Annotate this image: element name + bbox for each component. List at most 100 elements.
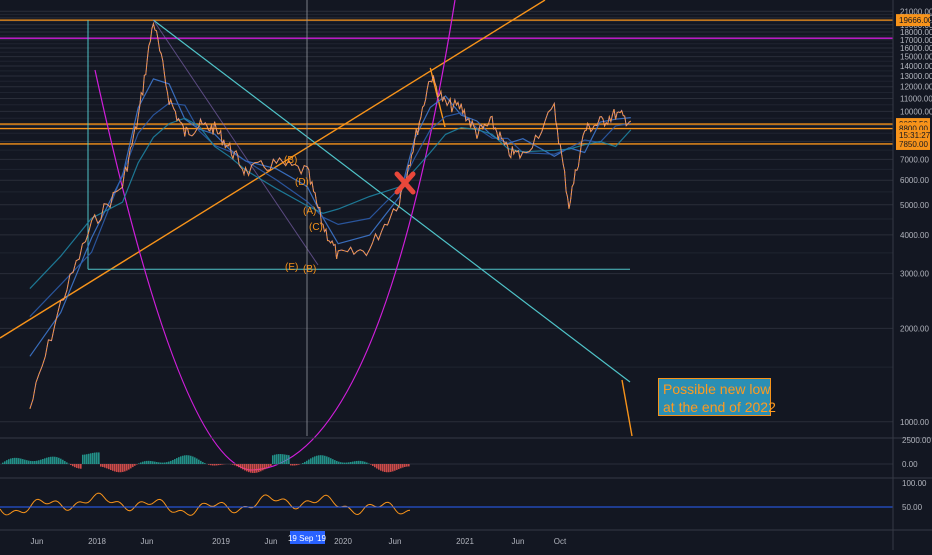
- histogram-bar: [16, 458, 18, 464]
- histogram-bar: [160, 463, 162, 464]
- histogram-bar: [348, 462, 350, 464]
- wave-label: (B): [284, 155, 297, 166]
- histogram-bar: [382, 464, 384, 471]
- oscillator-tick-label: 100.00: [902, 479, 927, 488]
- histogram-bar: [202, 462, 204, 464]
- histogram-bar: [182, 456, 184, 464]
- histogram-bar: [312, 457, 314, 464]
- wave-label: (A): [303, 206, 316, 217]
- histogram-bar: [252, 464, 254, 473]
- histogram-bar: [102, 464, 104, 467]
- histogram-bar: [52, 457, 54, 464]
- histogram-bar: [166, 462, 168, 464]
- histogram-bar: [126, 464, 128, 471]
- histogram-bar: [78, 464, 80, 468]
- histogram-bar: [270, 464, 272, 466]
- histogram-bar: [196, 458, 198, 464]
- histogram-bar: [350, 462, 352, 464]
- countdown-label: 15:31:27: [899, 131, 931, 140]
- histogram-bar: [42, 459, 44, 464]
- histogram-bar: [250, 464, 252, 473]
- histogram-bar: [326, 456, 328, 464]
- histogram-bar: [142, 462, 144, 464]
- histogram-bar: [338, 462, 340, 464]
- histogram-bar: [72, 464, 74, 466]
- histogram-tick-label: 0.00: [902, 460, 918, 469]
- histogram-bar: [204, 463, 206, 464]
- histogram-bar: [322, 455, 324, 464]
- histogram-bar: [106, 464, 108, 468]
- histogram-bar: [258, 464, 260, 472]
- histogram-bar: [100, 464, 102, 467]
- histogram-bar: [144, 461, 146, 464]
- histogram-bar: [36, 461, 38, 464]
- time-tick-label: 2018: [88, 537, 106, 546]
- histogram-bar: [316, 456, 318, 464]
- histogram-bar: [398, 464, 400, 469]
- annotation-line-2: at the end of 2022: [663, 398, 766, 416]
- histogram-bar: [334, 460, 336, 464]
- price-tick-label: 11000.00: [900, 94, 932, 103]
- histogram-bar: [70, 464, 72, 465]
- histogram-bar: [220, 464, 222, 465]
- price-tick-label: 17000.00: [900, 36, 932, 45]
- histogram-bar: [282, 454, 284, 464]
- wave-labels: (B)(D)(A)(C)(E)(B): [284, 155, 323, 275]
- histogram-bar: [60, 459, 62, 464]
- histogram-bar: [184, 455, 186, 464]
- histogram-bar: [120, 464, 122, 472]
- annotation-note[interactable]: Possible new low at the end of 2022: [658, 378, 771, 416]
- histogram-bar: [18, 458, 20, 464]
- histogram-bar: [364, 462, 366, 464]
- histogram-bar: [218, 464, 220, 465]
- histogram-bar: [146, 461, 148, 464]
- histogram-bar: [240, 464, 242, 468]
- price-tick-label: 14000.00: [900, 62, 932, 71]
- histogram-bar: [88, 454, 90, 464]
- histogram-bar: [236, 464, 238, 466]
- histogram-bar: [22, 459, 24, 464]
- histogram-bar: [108, 464, 110, 469]
- price-tick-label: 7000.00: [900, 155, 929, 164]
- histogram-bar: [384, 464, 386, 472]
- histogram-bar: [280, 454, 282, 464]
- price-tick-label: 2000.00: [900, 324, 929, 333]
- time-tick-label: 2021: [456, 537, 474, 546]
- histogram-bar: [342, 462, 344, 464]
- histogram-bar: [44, 458, 46, 464]
- histogram-bar: [232, 464, 234, 465]
- histogram-bar: [86, 454, 88, 464]
- indicator-panels: [0, 438, 932, 530]
- histogram-bar: [66, 462, 68, 464]
- histogram-bar: [294, 464, 296, 465]
- histogram-bar: [286, 455, 288, 464]
- wave-label: (D): [295, 177, 309, 188]
- histogram-bar: [124, 464, 126, 471]
- histogram-bar: [336, 461, 338, 464]
- histogram-bar: [370, 464, 372, 465]
- histogram-bar: [376, 464, 378, 468]
- histogram-bar: [362, 461, 364, 464]
- price-axis[interactable]: 1000.002000.003000.004000.005000.006000.…: [893, 0, 932, 550]
- histogram-bar: [138, 463, 140, 464]
- histogram-bar: [208, 464, 210, 465]
- annotation-line-1: Possible new low: [663, 380, 766, 398]
- cyan-trendline: [153, 20, 630, 382]
- histogram-bar: [276, 454, 278, 464]
- histogram-bar: [212, 464, 214, 465]
- histogram-bar: [278, 454, 280, 464]
- histogram-bar: [140, 462, 142, 464]
- histogram-bar: [26, 460, 28, 464]
- oscillator-line: [0, 493, 410, 515]
- histogram-bar: [110, 464, 112, 470]
- price-tick-label: 4000.00: [900, 231, 929, 240]
- histogram-bar: [394, 464, 396, 471]
- histogram-bar: [354, 461, 356, 464]
- crosshair-date-label: 19 Sep '19: [288, 534, 327, 543]
- histogram-bar: [174, 459, 176, 464]
- histogram-bar: [112, 464, 114, 471]
- histogram-bar: [234, 464, 236, 465]
